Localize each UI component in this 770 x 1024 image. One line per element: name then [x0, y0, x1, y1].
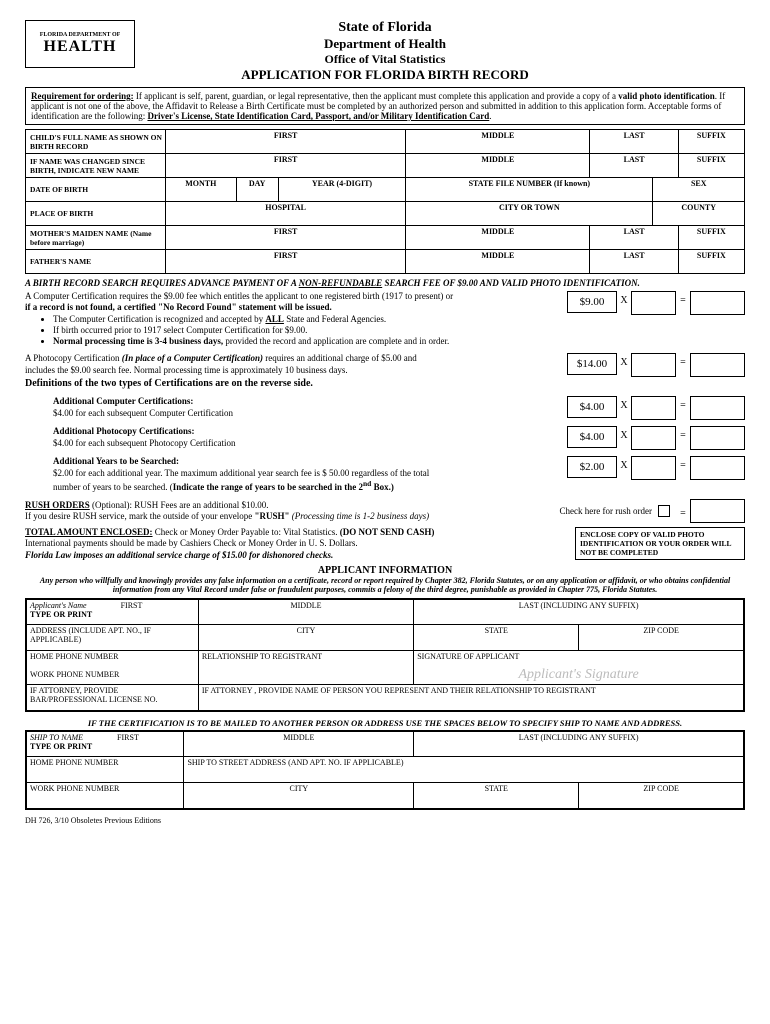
ship-street-field[interactable]: SHIP TO STREET ADDRESS (AND APT. NO. IF …	[184, 757, 744, 783]
ship-home-phone-field[interactable]: HOME PHONE NUMBER	[26, 757, 184, 783]
year-field[interactable]: YEAR (4-DIGIT)	[278, 178, 405, 202]
child-name-label: CHILD'S FULL NAME AS SHOWN ON BIRTH RECO…	[26, 130, 166, 154]
signature-field[interactable]: SIGNATURE OF APPLICANT Applicant's Signa…	[414, 651, 744, 685]
health-logo: FLORIDA DEPARTMENT OF HEALTH	[25, 20, 135, 68]
county-field[interactable]: COUNTY	[653, 202, 745, 226]
new-last-field[interactable]: LAST	[590, 154, 678, 178]
new-first-field[interactable]: FIRST	[166, 154, 406, 178]
title-block: State of Florida Department of Health Of…	[135, 20, 635, 83]
ship-state-field[interactable]: STATE	[414, 783, 579, 809]
name-change-label: IF NAME WAS CHANGED SINCE BIRTH, INDICAT…	[26, 154, 166, 178]
fee2-qty-input[interactable]	[631, 353, 676, 377]
ship-middle-field[interactable]: MIDDLE	[184, 731, 414, 757]
fee-photocopy-cert: A Photocopy Certification (In place of a…	[25, 353, 745, 390]
title-line-3: Office of Vital Statistics	[135, 52, 635, 67]
ship-to-table: SHIP TO NAME FIRST TYPE OR PRINT MIDDLE …	[25, 730, 745, 810]
mother-last-field[interactable]: LAST	[590, 226, 678, 250]
pob-label: PLACE OF BIRTH	[26, 202, 166, 226]
city-field[interactable]: CITY OR TOWN	[406, 202, 653, 226]
rush-total-input[interactable]	[690, 499, 745, 523]
applicant-phones-cell[interactable]: HOME PHONE NUMBER WORK PHONE NUMBER	[26, 651, 198, 685]
applicant-info-header: APPLICANT INFORMATION	[25, 565, 745, 576]
child-middle-field[interactable]: MIDDLE	[406, 130, 590, 154]
req-lead: Requirement for ordering:	[31, 91, 134, 101]
ship-to-header: IF THE CERTIFICATION IS TO BE MAILED TO …	[25, 718, 745, 728]
fee3-total-input[interactable]	[690, 396, 745, 420]
applicant-last-field[interactable]: LAST (INCLUDING ANY SUFFIX)	[414, 599, 744, 625]
fee-computer-cert: A Computer Certification requires the $9…	[25, 291, 745, 347]
applicant-address-field[interactable]: ADDRESS (INCLUDE APT. NO., IF APPLICABLE…	[26, 625, 198, 651]
applicant-middle-field[interactable]: MIDDLE	[198, 599, 413, 625]
title-line-2: Department of Health	[135, 36, 635, 52]
attorney-represent-field[interactable]: IF ATTORNEY , PROVIDE NAME OF PERSON YOU…	[198, 685, 744, 711]
relationship-field[interactable]: RELATIONSHIP TO REGISTRANT	[198, 651, 413, 685]
fee5-total-input[interactable]	[690, 456, 745, 480]
mother-first-field[interactable]: FIRST	[166, 226, 406, 250]
fee1-total-input[interactable]	[690, 291, 745, 315]
signature-placeholder: Applicant's Signature	[417, 661, 740, 683]
header: FLORIDA DEPARTMENT OF HEALTH State of Fl…	[25, 20, 745, 83]
state-file-field[interactable]: STATE FILE NUMBER (If known)	[406, 178, 653, 202]
child-suffix-field[interactable]: SUFFIX	[678, 130, 744, 154]
child-first-field[interactable]: FIRST	[166, 130, 406, 154]
applicant-city-field[interactable]: CITY	[198, 625, 413, 651]
fee-additional-computer: Additional Computer Certifications: $4.0…	[25, 396, 745, 420]
child-info-grid: CHILD'S FULL NAME AS SHOWN ON BIRTH RECO…	[25, 129, 745, 274]
logo-main-text: HEALTH	[44, 38, 117, 56]
applicant-state-field[interactable]: STATE	[414, 625, 579, 651]
new-middle-field[interactable]: MIDDLE	[406, 154, 590, 178]
new-suffix-field[interactable]: SUFFIX	[678, 154, 744, 178]
child-last-field[interactable]: LAST	[590, 130, 678, 154]
mother-maiden-label: MOTHER'S MAIDEN NAME (Name before marria…	[26, 226, 166, 250]
fee4-price: $4.00	[567, 426, 617, 448]
applicant-info-table: Applicant's Name FIRST TYPE OR PRINT MID…	[25, 598, 745, 712]
father-suffix-field[interactable]: SUFFIX	[678, 250, 744, 274]
ship-city-field[interactable]: CITY	[184, 783, 414, 809]
fee-additional-years: Additional Years to be Searched: $2.00 f…	[25, 456, 745, 493]
applicant-name-cell[interactable]: Applicant's Name FIRST TYPE OR PRINT	[26, 599, 198, 625]
ship-name-cell[interactable]: SHIP TO NAME FIRST TYPE OR PRINT	[26, 731, 184, 757]
fee5-qty-input[interactable]	[631, 456, 676, 480]
fee5-price: $2.00	[567, 456, 617, 478]
rush-orders-row: RUSH ORDERS (Optional): RUSH Fees are an…	[25, 499, 745, 523]
ship-work-phone-field[interactable]: WORK PHONE NUMBER	[26, 783, 184, 809]
search-fee-header: A BIRTH RECORD SEARCH REQUIRES ADVANCE P…	[25, 278, 745, 288]
title-line-1: State of Florida	[135, 20, 635, 36]
fee2-price: $14.00	[567, 353, 617, 375]
fee4-total-input[interactable]	[690, 426, 745, 450]
fee4-qty-input[interactable]	[631, 426, 676, 450]
day-field[interactable]: DAY	[236, 178, 278, 202]
attorney-license-field[interactable]: IF ATTORNEY, PROVIDE BAR/PROFESSIONAL LI…	[26, 685, 198, 711]
mother-suffix-field[interactable]: SUFFIX	[678, 226, 744, 250]
ship-zip-field[interactable]: ZIP CODE	[579, 783, 744, 809]
sex-field[interactable]: SEX	[653, 178, 745, 202]
fee-additional-photocopy: Additional Photocopy Certifications: $4.…	[25, 426, 745, 450]
definitions-note: Definitions of the two types of Certific…	[25, 378, 559, 391]
father-last-field[interactable]: LAST	[590, 250, 678, 274]
ship-last-field[interactable]: LAST (INCLUDING ANY SUFFIX)	[414, 731, 744, 757]
form-footer: DH 726, 3/10 Obsoletes Previous Editions	[25, 816, 745, 825]
total-enclosed-row: TOTAL AMOUNT ENCLOSED: Check or Money Or…	[25, 527, 745, 561]
rush-checkbox[interactable]	[658, 505, 670, 517]
father-name-label: FATHER'S NAME	[26, 250, 166, 274]
fee3-qty-input[interactable]	[631, 396, 676, 420]
dob-label: DATE OF BIRTH	[26, 178, 166, 202]
fee1-price: $9.00	[567, 291, 617, 313]
rush-check-label: Check here for rush order	[560, 506, 652, 516]
month-field[interactable]: MONTH	[166, 178, 237, 202]
father-middle-field[interactable]: MIDDLE	[406, 250, 590, 274]
applicant-disclaimer: Any person who willfully and knowingly p…	[25, 576, 745, 594]
requirement-box: Requirement for ordering: If applicant i…	[25, 87, 745, 125]
title-line-4: APPLICATION FOR FLORIDA BIRTH RECORD	[135, 67, 635, 83]
mother-middle-field[interactable]: MIDDLE	[406, 226, 590, 250]
fee2-total-input[interactable]	[690, 353, 745, 377]
enclose-photo-id-box: ENCLOSE COPY OF VALID PHOTO IDENTIFICATI…	[575, 527, 745, 560]
father-first-field[interactable]: FIRST	[166, 250, 406, 274]
hospital-field[interactable]: HOSPITAL	[166, 202, 406, 226]
fee1-qty-input[interactable]	[631, 291, 676, 315]
fee3-price: $4.00	[567, 396, 617, 418]
applicant-zip-field[interactable]: ZIP CODE	[579, 625, 744, 651]
